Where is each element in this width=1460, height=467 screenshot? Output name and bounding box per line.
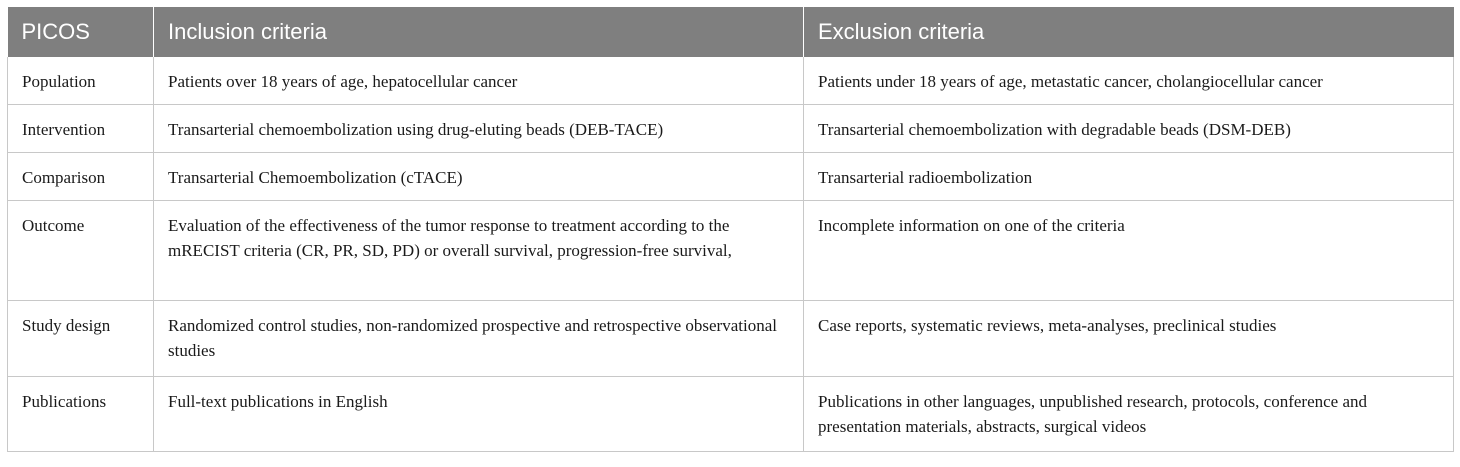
table-row: Publications Full-text publications in E… bbox=[7, 376, 1454, 452]
inclusion-cell: Randomized control studies, non-randomiz… bbox=[153, 300, 804, 377]
inclusion-cell: Transarterial chemoembolization using dr… bbox=[153, 104, 804, 153]
header-row: PICOS Inclusion criteria Exclusion crite… bbox=[7, 7, 1454, 57]
inclusion-cell: Full-text publications in English bbox=[153, 376, 804, 452]
exclusion-cell: Patients under 18 years of age, metastat… bbox=[803, 57, 1454, 105]
picos-cell: Outcome bbox=[7, 200, 154, 301]
exclusion-cell: Case reports, systematic reviews, meta-a… bbox=[803, 300, 1454, 377]
table-row: Comparison Transarterial Chemoembolizati… bbox=[7, 152, 1454, 201]
picos-cell: Comparison bbox=[7, 152, 154, 201]
table-row: Study design Randomized control studies,… bbox=[7, 300, 1454, 377]
exclusion-cell: Transarterial radioembolization bbox=[803, 152, 1454, 201]
picos-cell: Study design bbox=[7, 300, 154, 377]
exclusion-cell: Transarterial chemoembolization with deg… bbox=[803, 104, 1454, 153]
header-inclusion-criteria: Inclusion criteria bbox=[153, 7, 804, 57]
inclusion-cell: Evaluation of the effectiveness of the t… bbox=[153, 200, 804, 301]
picos-cell: Publications bbox=[7, 376, 154, 452]
table-row: Population Patients over 18 years of age… bbox=[7, 57, 1454, 105]
exclusion-cell: Incomplete information on one of the cri… bbox=[803, 200, 1454, 301]
inclusion-cell: Transarterial Chemoembolization (cTACE) bbox=[153, 152, 804, 201]
table-header: PICOS Inclusion criteria Exclusion crite… bbox=[7, 7, 1454, 57]
picos-criteria-table: PICOS Inclusion criteria Exclusion crite… bbox=[7, 7, 1454, 452]
picos-cell: Intervention bbox=[7, 104, 154, 153]
table-body: Population Patients over 18 years of age… bbox=[7, 57, 1454, 452]
table-row: Intervention Transarterial chemoemboliza… bbox=[7, 104, 1454, 153]
exclusion-cell: Publications in other languages, unpubli… bbox=[803, 376, 1454, 452]
table-row: Outcome Evaluation of the effectiveness … bbox=[7, 200, 1454, 301]
header-picos: PICOS bbox=[7, 7, 154, 57]
picos-cell: Population bbox=[7, 57, 154, 105]
header-exclusion-criteria: Exclusion criteria bbox=[803, 7, 1454, 57]
inclusion-cell: Patients over 18 years of age, hepatocel… bbox=[153, 57, 804, 105]
picos-table-container: PICOS Inclusion criteria Exclusion crite… bbox=[7, 7, 1454, 452]
